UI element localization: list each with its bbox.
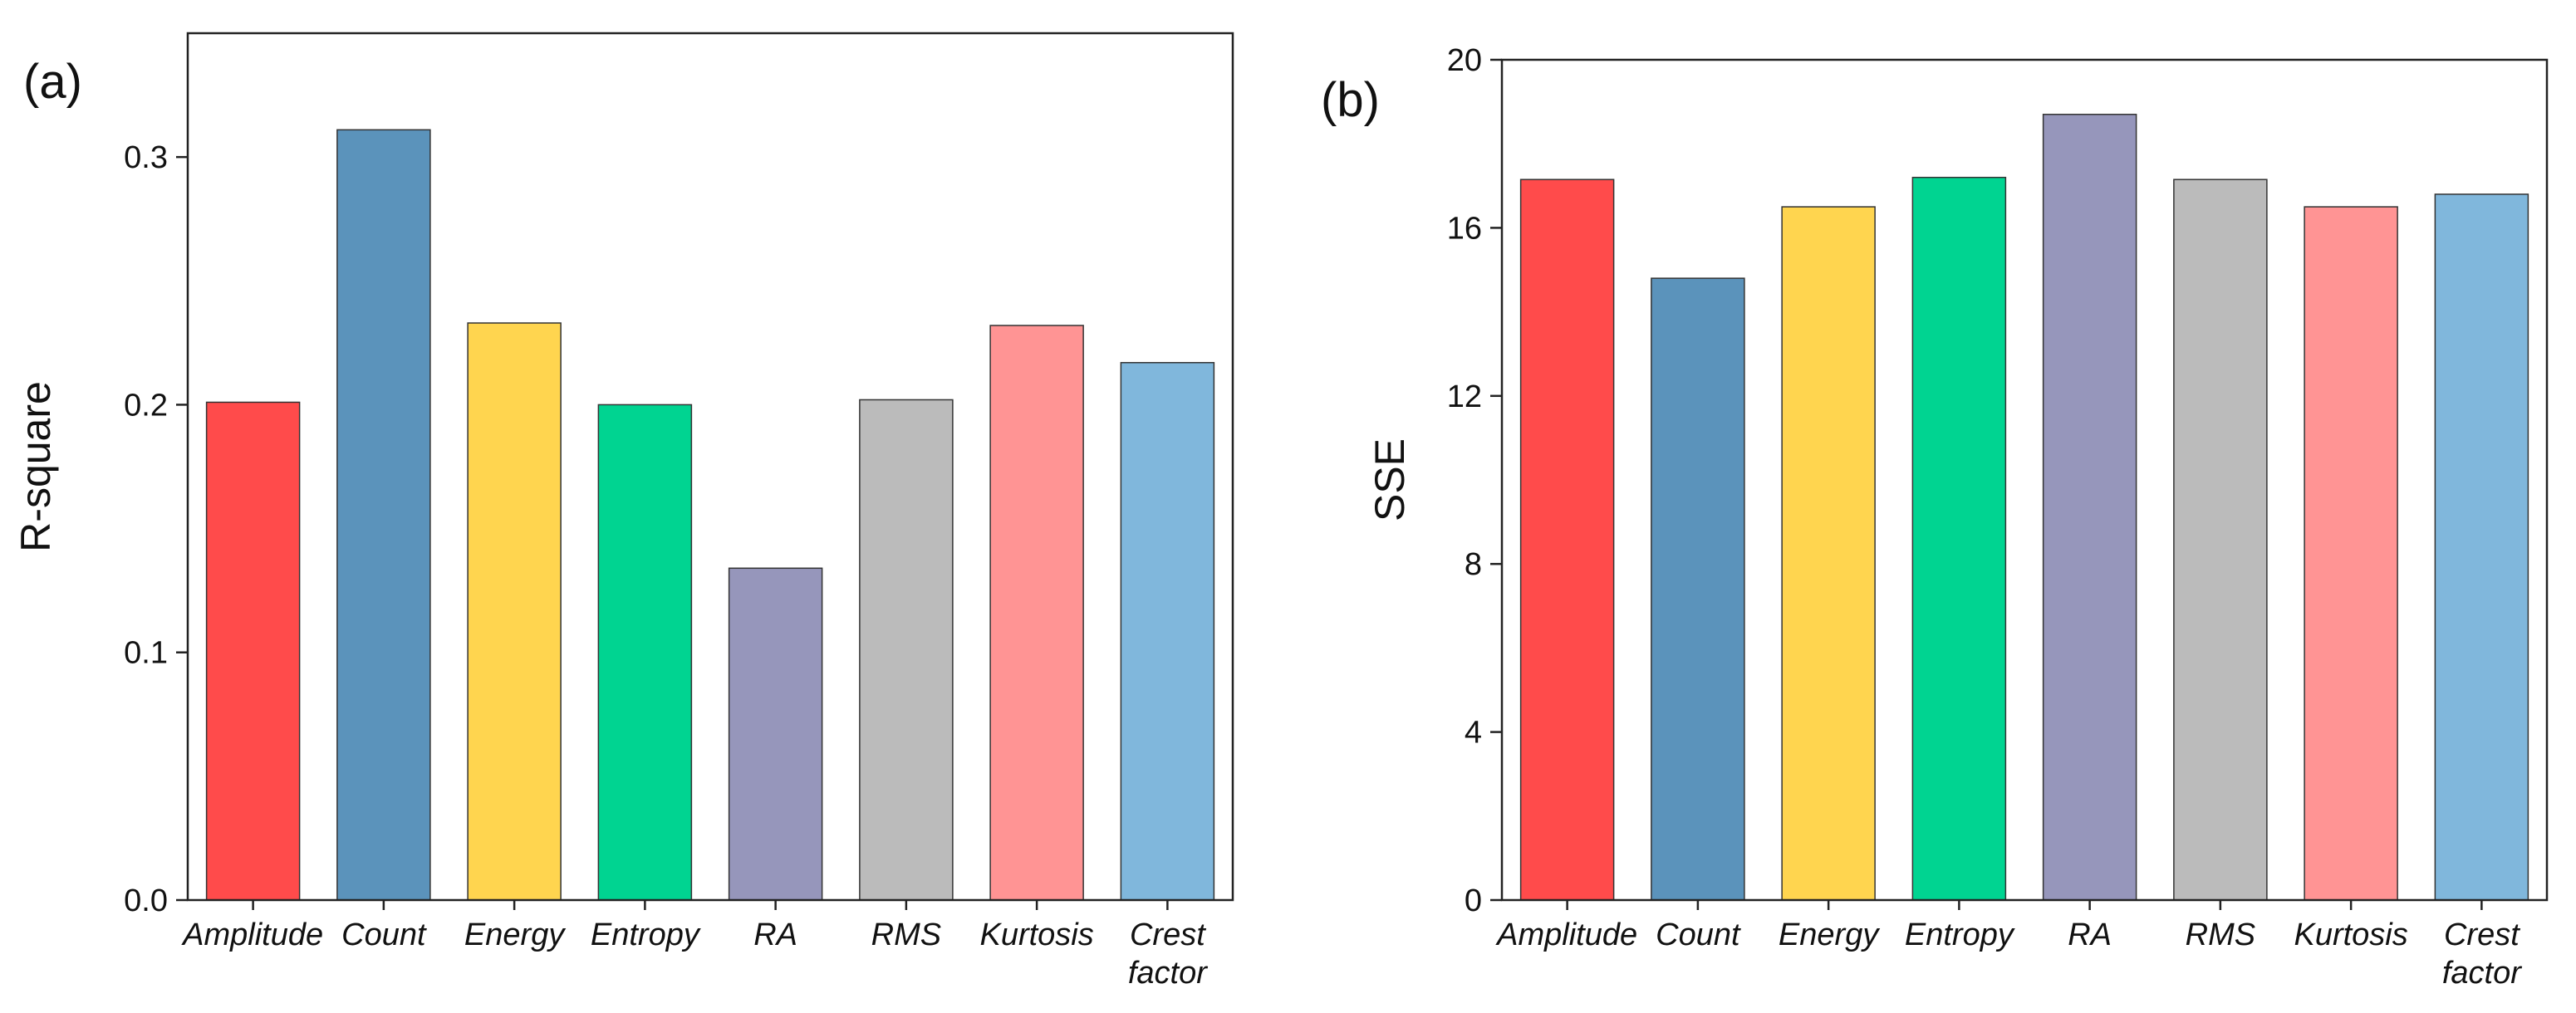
y-tick-label-b-4: 16 [1447, 211, 1482, 246]
bar-a-energy [467, 322, 562, 901]
x-tick-label-b-crest-factor: Crest factor [2442, 918, 2522, 991]
y-tick-label-a-0: 0.0 [124, 883, 168, 918]
panel-a-r-square-chart: 0.0 0.1 0.2 0.3 Amplitude Count Energy Entropy R… [12, 32, 1234, 991]
x-tick-label-a-energy: Energy [464, 918, 566, 952]
y-tick-label-a-3: 0.3 [124, 140, 168, 175]
bar-b-ra [2042, 114, 2137, 901]
bar-b-rms [2173, 179, 2268, 901]
x-tick-label-a-entropy: Entropy [591, 918, 701, 952]
bar-a-ra [728, 567, 823, 901]
plot-frame-a [186, 32, 1234, 902]
x-tick-label-a-rms: RMS [871, 918, 941, 952]
panel-label-a: (a) [23, 55, 82, 109]
panel-b-sse-chart: 0 4 8 12 16 20 Amplitude Count Energy Entropy RA RM… [1321, 43, 2549, 991]
bar-b-count [1651, 277, 1745, 901]
x-tick-label-a-kurtosis: Kurtosis [979, 918, 1093, 952]
x-tick-label-b-amplitude: Amplitude [1495, 918, 1637, 952]
y-tick-label-b-2: 8 [1465, 547, 1482, 582]
x-tick-label-b-energy: Energy [1779, 918, 1880, 952]
y-axis-title-b: SSE [1367, 438, 1413, 521]
y-tick-label-b-5: 20 [1447, 43, 1482, 78]
x-tick-label-b-count: Count [1656, 918, 1741, 952]
x-tick-label-a-amplitude: Amplitude [181, 918, 323, 952]
y-axis-title-a: R-square [12, 381, 59, 552]
y-tick-label-b-0: 0 [1465, 883, 1482, 918]
x-tick-label-b-kurtosis: Kurtosis [2294, 918, 2407, 952]
bar-b-kurtosis [2304, 206, 2398, 901]
x-tick-label-a-ra: RA [753, 918, 797, 952]
bar-a-entropy [597, 404, 693, 901]
bar-a-crest-factor [1120, 361, 1215, 901]
y-tick-label-b-1: 4 [1465, 716, 1482, 751]
bar-b-amplitude [1519, 179, 1615, 901]
y-tick-label-a-2: 0.2 [124, 388, 168, 423]
x-tick-label-a-count: Count [341, 918, 427, 952]
bar-a-count [336, 129, 431, 901]
x-tick-label-b-rms: RMS [2186, 918, 2255, 952]
x-tick-label-b-entropy: Entropy [1905, 918, 2015, 952]
panel-label-b: (b) [1321, 73, 1380, 127]
y-tick-label-b-3: 12 [1447, 379, 1482, 414]
x-tick-label-b-ra: RA [2068, 918, 2112, 952]
bar-b-crest-factor [2434, 193, 2529, 901]
bar-b-energy [1781, 206, 1876, 901]
bar-a-kurtosis [989, 325, 1084, 901]
x-tick-label-a-crest-factor: Crest factor [1128, 918, 1208, 991]
y-tick-label-a-1: 0.1 [124, 636, 168, 671]
bar-a-rms [859, 399, 954, 901]
plot-frame-b [1500, 58, 2549, 902]
bar-b-entropy [1911, 176, 2007, 901]
bar-a-amplitude [205, 401, 301, 901]
